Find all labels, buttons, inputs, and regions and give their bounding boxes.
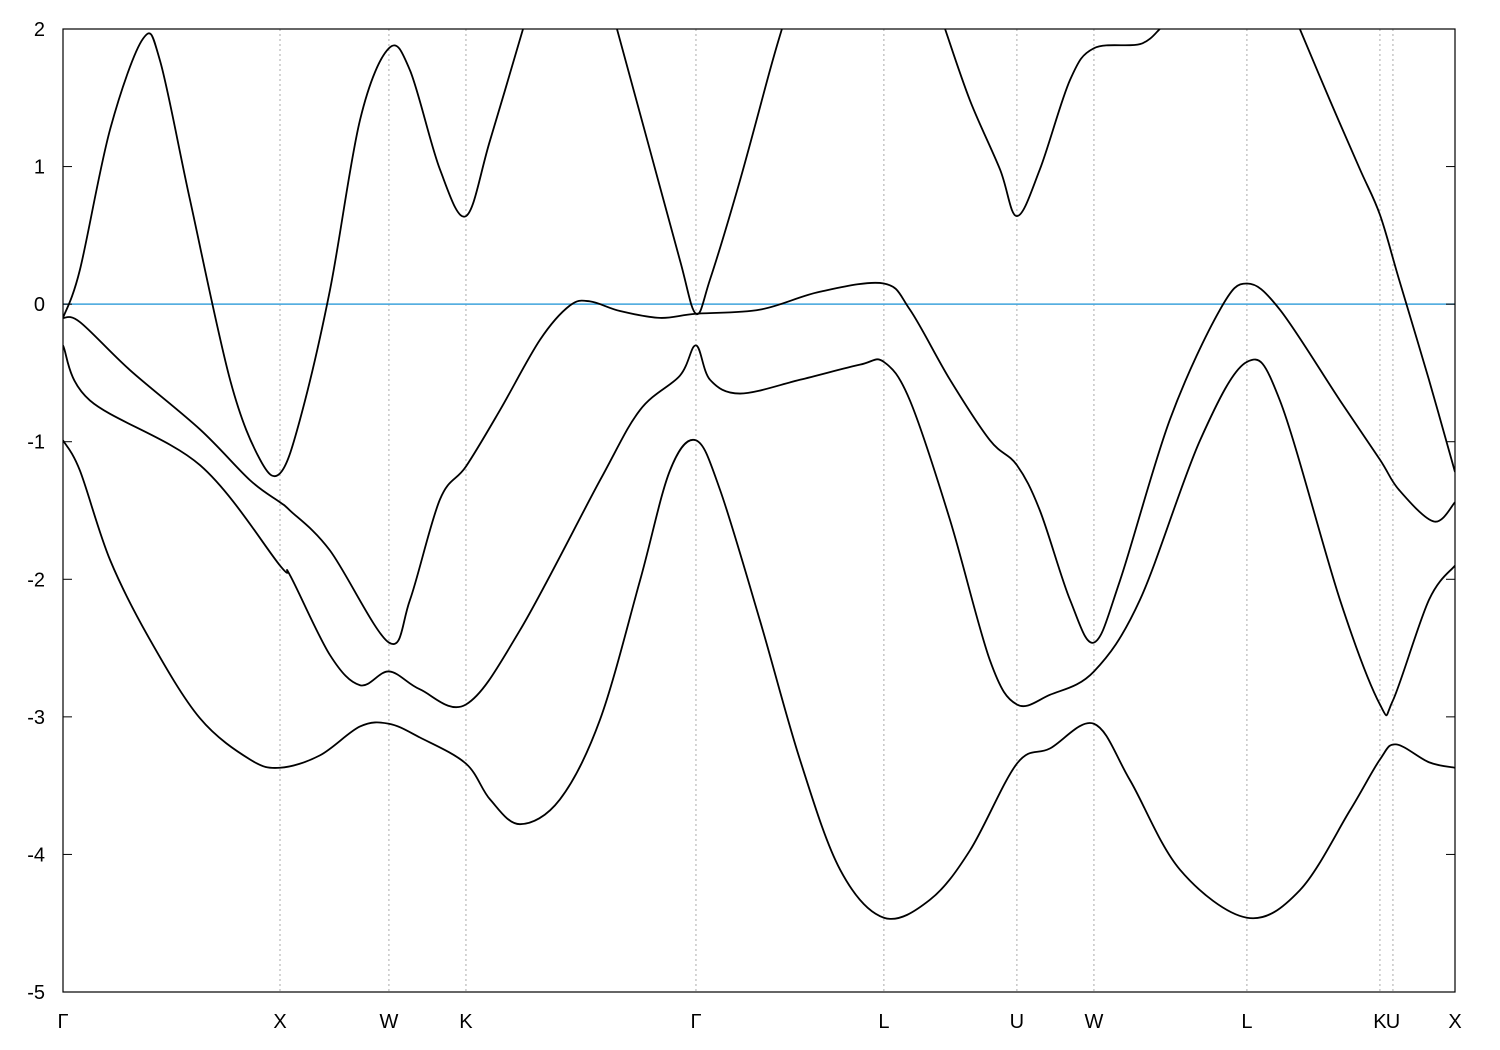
- band-line: [63, 29, 524, 478]
- x-tick-label: X: [273, 1011, 286, 1033]
- y-axis: -5 -4 -3 -2 -1 0 1 2: [27, 19, 1455, 1004]
- band-line: [944, 29, 1161, 217]
- band-line: [1299, 29, 1455, 473]
- y-tick-label: -1: [27, 432, 45, 454]
- x-tick-label: W: [1084, 1011, 1103, 1033]
- y-tick-label: 2: [34, 19, 45, 41]
- x-tick-label: Γ: [690, 1011, 701, 1033]
- x-tick-label: L: [1241, 1011, 1252, 1033]
- x-tick-label: K: [1373, 1011, 1387, 1033]
- x-tick-label: W: [379, 1011, 398, 1033]
- y-tick-label: -4: [27, 844, 45, 866]
- y-tick-label: 1: [34, 157, 45, 179]
- band-line: [63, 281, 1455, 645]
- x-tick-label: K: [459, 1011, 473, 1033]
- y-tick-label: -5: [27, 982, 45, 1004]
- x-tick-label: U: [1386, 1011, 1400, 1033]
- y-tick-label: -2: [27, 569, 45, 591]
- x-tick-label: X: [1448, 1011, 1461, 1033]
- band-line: [616, 29, 783, 316]
- plot-frame: [62, 28, 1456, 993]
- x-tick-label: Γ: [57, 1011, 68, 1033]
- y-tick-label: -3: [27, 707, 45, 729]
- bands: [63, 29, 1455, 920]
- band-line: [63, 438, 1455, 920]
- x-tick-label: U: [1010, 1011, 1024, 1033]
- x-tick-label: L: [878, 1011, 889, 1033]
- band-line: [63, 344, 1455, 717]
- y-tick-label: 0: [34, 294, 45, 316]
- symmetry-gridlines: [279, 29, 1394, 992]
